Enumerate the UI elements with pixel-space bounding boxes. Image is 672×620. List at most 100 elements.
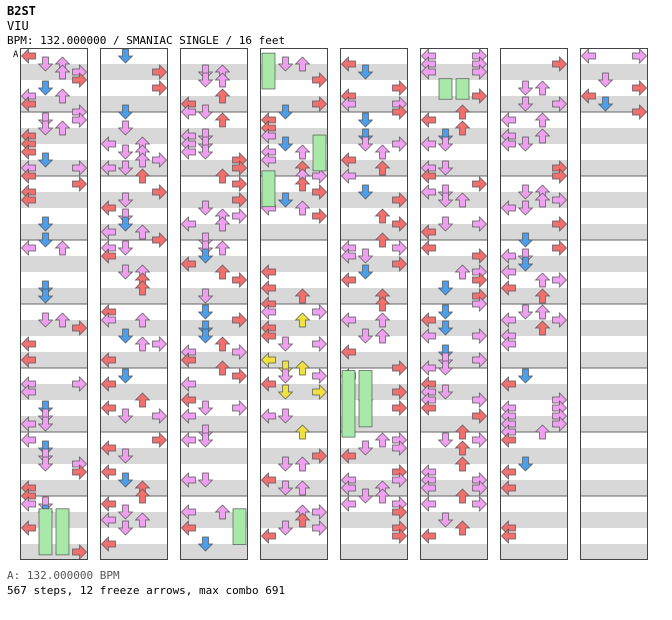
step-arrow xyxy=(214,504,231,520)
step-arrow xyxy=(392,400,407,416)
notes-column-2 xyxy=(101,48,167,552)
step-arrow xyxy=(277,336,294,352)
step-arrow xyxy=(454,424,471,440)
step-arrow xyxy=(437,360,454,376)
step-arrow xyxy=(117,328,134,344)
step-arrow xyxy=(21,240,36,256)
step-arrow xyxy=(534,424,551,440)
step-arrow xyxy=(101,496,116,512)
step-arrow xyxy=(232,160,247,176)
step-arrow xyxy=(552,416,567,432)
step-arrow xyxy=(261,280,276,296)
step-arrow xyxy=(72,320,87,336)
step-arrow xyxy=(341,152,356,168)
step-arrow xyxy=(277,480,294,496)
step-arrow xyxy=(181,256,196,272)
step-arrow xyxy=(101,400,116,416)
step-arrow xyxy=(472,392,487,408)
step-arrow xyxy=(21,192,36,208)
step-arrow xyxy=(117,208,134,224)
freeze-arrow xyxy=(38,508,53,556)
step-arrow xyxy=(437,216,454,232)
step-arrow xyxy=(261,128,276,144)
step-arrow xyxy=(294,56,311,72)
step-arrow xyxy=(472,216,487,232)
step-arrow xyxy=(101,136,116,152)
step-arrow xyxy=(197,72,214,88)
step-arrow xyxy=(517,304,534,320)
step-arrow xyxy=(357,440,374,456)
step-arrow xyxy=(552,192,567,208)
step-arrow xyxy=(312,384,327,400)
step-arrow xyxy=(21,432,36,448)
step-arrow xyxy=(294,480,311,496)
step-arrow xyxy=(117,504,134,520)
step-arrow xyxy=(294,424,311,440)
step-arrow xyxy=(152,184,167,200)
step-arrow xyxy=(632,104,647,120)
step-arrow xyxy=(312,72,327,88)
step-arrow xyxy=(72,160,87,176)
step-arrow xyxy=(454,456,471,472)
step-arrow xyxy=(374,312,391,328)
step-arrow xyxy=(261,528,276,544)
step-arrow xyxy=(152,64,167,80)
step-arrow xyxy=(181,216,196,232)
step-arrow xyxy=(501,336,516,352)
step-arrow xyxy=(341,96,356,112)
step-arrow xyxy=(392,256,407,272)
step-arrow xyxy=(134,312,151,328)
step-arrow xyxy=(437,192,454,208)
notes-column-5 xyxy=(341,56,407,544)
step-arrow xyxy=(117,144,134,160)
step-arrow xyxy=(117,192,134,208)
step-arrow xyxy=(454,520,471,536)
step-arrow xyxy=(421,312,436,328)
step-arrow xyxy=(117,48,134,64)
step-arrow xyxy=(501,464,516,480)
step-arrow xyxy=(517,256,534,272)
step-arrow xyxy=(472,328,487,344)
step-arrow xyxy=(37,456,54,472)
step-arrow xyxy=(501,480,516,496)
step-arrow xyxy=(134,224,151,240)
step-arrow xyxy=(197,328,214,344)
step-arrow xyxy=(37,152,54,168)
step-arrow xyxy=(312,368,327,384)
step-arrow xyxy=(232,208,247,224)
step-arrow xyxy=(54,312,71,328)
step-arrow xyxy=(261,376,276,392)
step-arrow xyxy=(472,496,487,512)
step-arrow xyxy=(552,168,567,184)
step-arrow xyxy=(197,248,214,264)
step-arrow xyxy=(517,184,534,200)
step-arrow xyxy=(117,472,134,488)
notes-column-3 xyxy=(181,64,247,552)
step-arrow xyxy=(357,328,374,344)
step-arrow xyxy=(117,368,134,384)
step-arrow xyxy=(472,176,487,192)
step-arrow xyxy=(421,240,436,256)
step-arrow xyxy=(21,520,36,536)
step-arrow xyxy=(454,192,471,208)
step-arrow xyxy=(294,288,311,304)
step-arrow xyxy=(581,48,596,64)
step-arrow xyxy=(501,248,516,264)
step-arrow xyxy=(197,536,214,552)
step-arrow xyxy=(454,104,471,120)
step-arrow xyxy=(421,328,436,344)
step-arrow xyxy=(37,496,54,512)
step-arrow xyxy=(37,416,54,432)
step-arrow xyxy=(181,352,196,368)
step-arrow xyxy=(552,240,567,256)
step-arrow xyxy=(552,272,567,288)
step-arrow xyxy=(197,144,214,160)
step-arrow xyxy=(181,408,196,424)
step-arrow xyxy=(472,352,487,368)
step-arrow xyxy=(517,248,534,264)
step-arrow xyxy=(72,176,87,192)
step-arrow xyxy=(534,192,551,208)
step-arrow xyxy=(437,512,454,528)
step-arrow xyxy=(472,296,487,312)
step-arrow xyxy=(152,336,167,352)
